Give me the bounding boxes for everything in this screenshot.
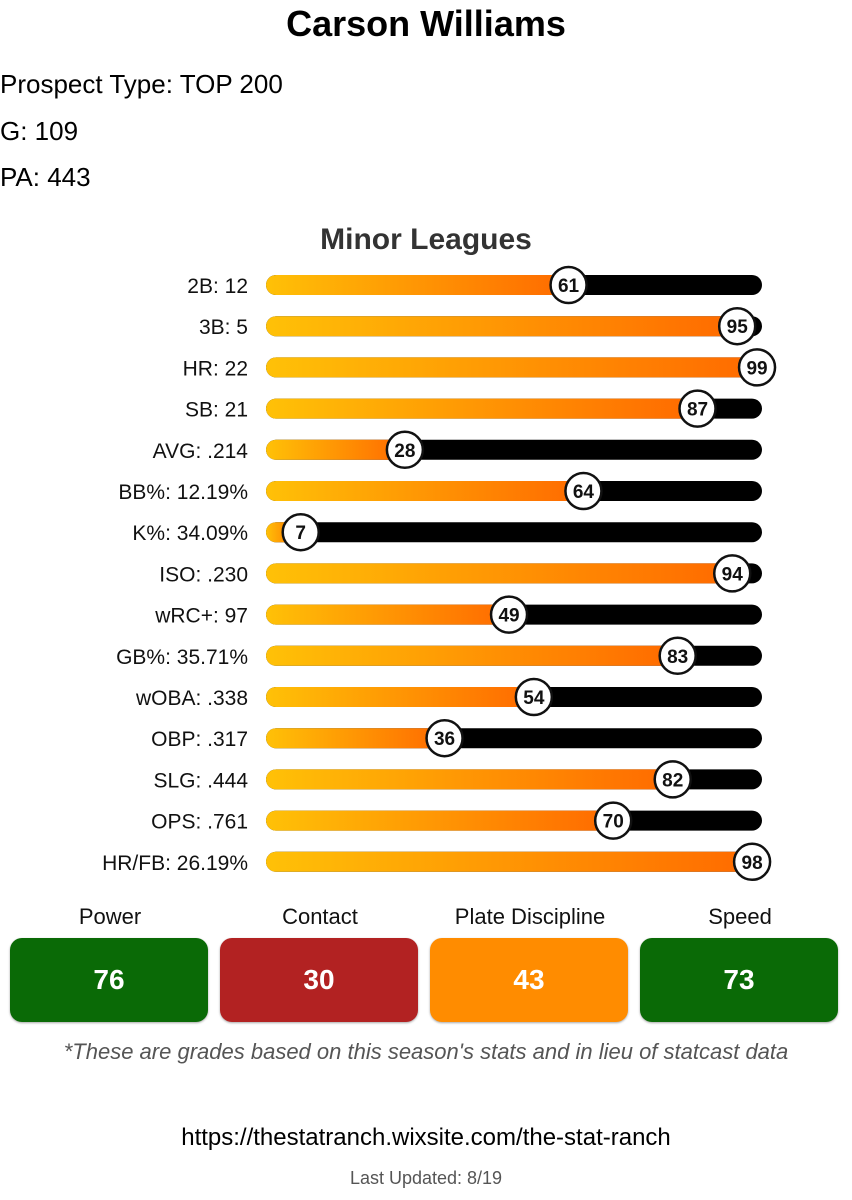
- bar-fill-row-3: [266, 357, 758, 378]
- bar-fill-row-8: [266, 563, 733, 584]
- percentile-marker-row-8: [712, 554, 752, 593]
- percentile-marker-row-1: [549, 265, 588, 305]
- percentile-marker-row-10: [658, 636, 697, 676]
- percentile-value-row-9: 49: [498, 606, 519, 627]
- stat-label-row-14: OPS: .761: [151, 811, 248, 834]
- bar-fill-row-6: [266, 481, 584, 501]
- percentile-value-row-13: 82: [662, 770, 683, 791]
- grade-value-plate-discipline: 43: [513, 964, 545, 995]
- percentile-value-row-14: 70: [603, 812, 624, 833]
- stat-label-row-9: wRC+: 97: [154, 605, 248, 628]
- percentile-marker-row-3: [737, 348, 777, 387]
- percentile-marker-row-4: [678, 389, 717, 428]
- percentile-marker-row-7: [281, 512, 320, 552]
- games-played: G: 109: [0, 116, 79, 146]
- section-title: Minor Leagues: [320, 223, 532, 256]
- bar-fill-row-14: [266, 810, 614, 831]
- bar-fill-row-5: [266, 439, 405, 460]
- percentile-bar-chart: 2B: 12 61 3B: 5 95 HR: 22 99 SB: 21 87 AVG: .214…: [102, 265, 777, 882]
- stat-label-row-8: ISO: .230: [159, 563, 248, 586]
- footnote: *These are grades based on this season's…: [63, 1039, 789, 1064]
- bar-fill-row-15: [266, 851, 753, 872]
- percentile-value-row-15: 98: [742, 853, 763, 874]
- website-url: https://thestatranch.wixsite.com/the-sta…: [181, 1124, 671, 1151]
- stat-label-row-2: 3B: 5: [199, 316, 248, 339]
- percentile-value-row-2: 95: [727, 317, 749, 338]
- percentile-marker-row-2: [717, 306, 757, 346]
- percentile-value-row-12: 36: [434, 729, 455, 750]
- percentile-marker-row-14: [593, 801, 633, 840]
- grade-label-plate-discipline: Plate Discipline: [454, 904, 606, 929]
- stat-label-row-11: wOBA: .338: [135, 687, 248, 710]
- stat-label-row-7: K%: 34.09%: [132, 522, 248, 545]
- bar-track-row-7: [266, 522, 762, 543]
- percentile-value-row-10: 83: [667, 647, 688, 668]
- grade-box-power: 76: [10, 938, 208, 1022]
- percentile-value-row-4: 87: [687, 400, 708, 421]
- stat-label-row-13: SLG: .444: [153, 769, 248, 792]
- stat-label-row-3: HR: 22: [183, 357, 248, 380]
- stat-label-row-5: AVG: .214: [153, 440, 249, 463]
- grade-box-speed: 73: [640, 938, 838, 1022]
- stat-label-row-4: SB: 21: [185, 399, 248, 422]
- bar-fill-row-11: [266, 687, 534, 707]
- bar-fill-row-4: [266, 398, 698, 419]
- bar-fill-row-10: [266, 645, 678, 666]
- grade-box-contact: 30: [220, 938, 418, 1022]
- percentile-value-row-7: 7: [295, 523, 306, 544]
- bar-fill-row-1: [266, 275, 569, 295]
- percentile-marker-row-12: [425, 718, 464, 758]
- stat-label-row-12: OBP: .317: [151, 728, 248, 751]
- percentile-marker-row-13: [653, 760, 692, 799]
- percentile-value-row-1: 61: [558, 276, 580, 297]
- bar-fill-row-13: [266, 769, 673, 790]
- plate-appearances: PA: 443: [0, 162, 91, 192]
- bar-fill-row-2: [266, 316, 738, 337]
- grade-label-speed: Speed: [708, 904, 772, 929]
- percentile-value-row-3: 99: [746, 358, 767, 379]
- stat-label-row-15: HR/FB: 26.19%: [102, 852, 248, 875]
- grade-value-power: 76: [93, 964, 125, 995]
- grade-value-contact: 30: [303, 964, 335, 995]
- percentile-marker-row-15: [732, 842, 772, 882]
- percentile-marker-row-6: [564, 471, 603, 511]
- percentile-value-row-6: 64: [573, 482, 595, 503]
- grade-box-plate-discipline: 43: [430, 938, 628, 1022]
- percentile-value-row-5: 28: [394, 441, 415, 462]
- player-name: Carson Williams: [286, 3, 566, 44]
- stat-label-row-6: BB%: 12.19%: [118, 481, 248, 504]
- grade-value-speed: 73: [723, 964, 755, 995]
- grade-label-power: Power: [78, 904, 142, 929]
- prospect-type: Prospect Type: TOP 200: [0, 69, 283, 99]
- percentile-value-row-11: 54: [523, 688, 545, 709]
- percentile-marker-row-11: [514, 677, 554, 717]
- percentile-marker-row-9: [489, 595, 529, 634]
- bar-fill-row-12: [266, 728, 445, 749]
- grade-label-contact: Contact: [282, 904, 358, 929]
- stat-label-row-1: 2B: 12: [187, 275, 248, 298]
- last-updated: Last Updated: 8/19: [349, 1168, 503, 1188]
- stat-label-row-10: GB%: 35.71%: [116, 646, 248, 669]
- percentile-value-row-8: 94: [722, 564, 744, 585]
- percentile-marker-row-5: [385, 430, 425, 470]
- bar-fill-row-9: [266, 604, 510, 625]
